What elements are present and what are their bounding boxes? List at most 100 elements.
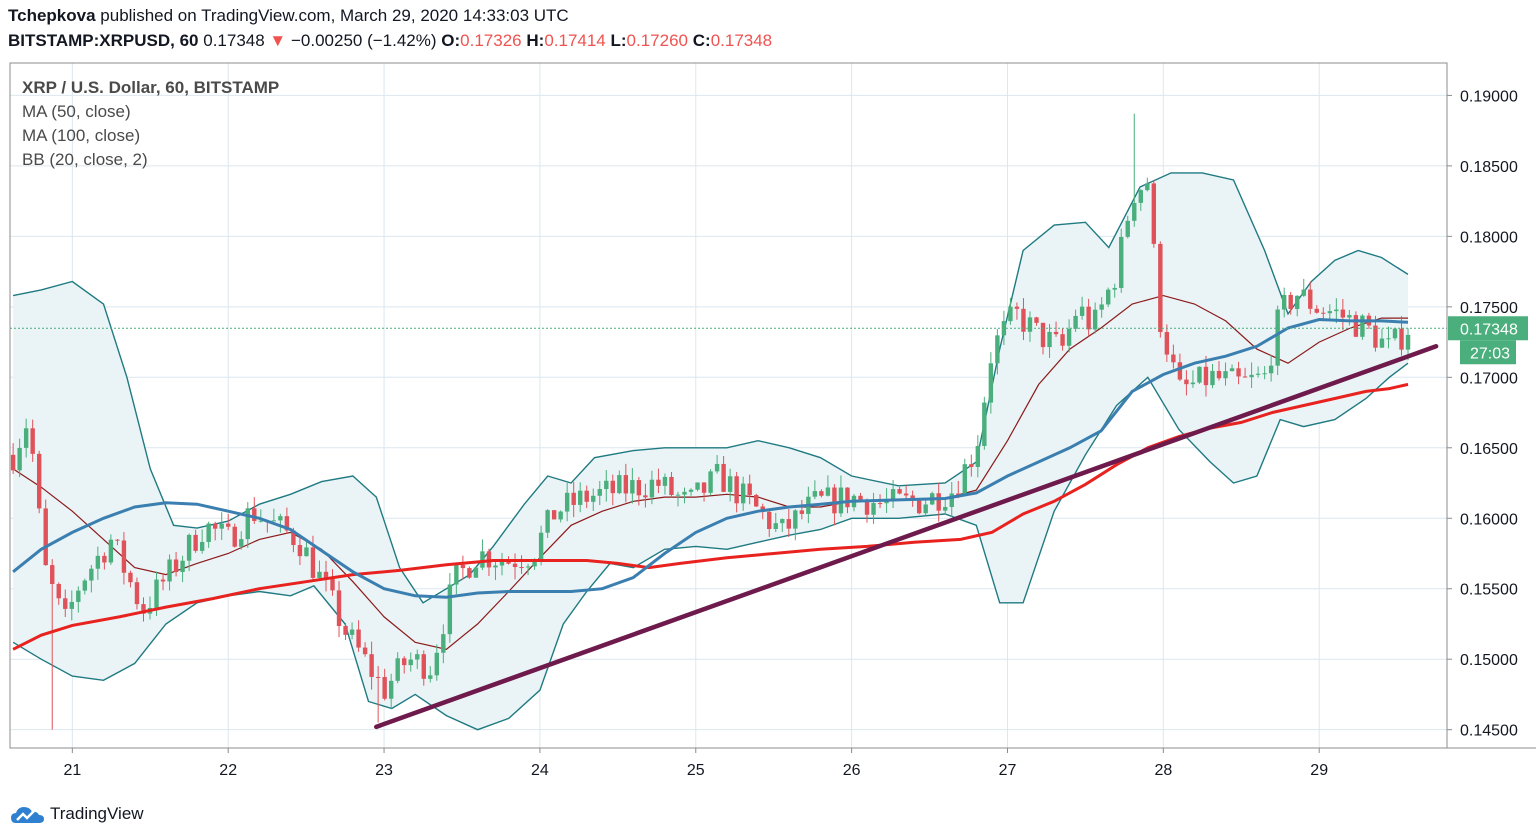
tradingview-logo[interactable]: TradingView bbox=[10, 803, 144, 825]
candle-body bbox=[604, 480, 609, 490]
candle-body bbox=[1288, 294, 1293, 310]
candle-body bbox=[23, 428, 29, 448]
cloud-icon bbox=[11, 807, 44, 823]
candle-body bbox=[76, 590, 81, 602]
countdown-tag-box bbox=[1460, 340, 1516, 365]
brand-name: TradingView bbox=[50, 804, 144, 823]
candle-body bbox=[1112, 287, 1117, 290]
candle-body bbox=[838, 487, 844, 514]
candle-body bbox=[278, 516, 283, 521]
candle-body bbox=[1158, 243, 1163, 333]
candle-body bbox=[564, 492, 570, 512]
candle-body bbox=[17, 447, 22, 471]
candle-body bbox=[1079, 306, 1085, 316]
candle-body bbox=[962, 464, 967, 496]
candle-body bbox=[473, 567, 479, 578]
candle-body bbox=[493, 565, 498, 568]
candle-body bbox=[858, 495, 863, 500]
candle-body bbox=[721, 463, 726, 492]
candle-body bbox=[832, 487, 837, 514]
candle-body bbox=[688, 489, 694, 492]
candle-body bbox=[636, 480, 642, 496]
x-tick-label: 29 bbox=[1310, 762, 1328, 779]
candle-body bbox=[845, 487, 850, 508]
candle-body bbox=[310, 547, 316, 578]
candle-body bbox=[317, 571, 322, 578]
trendline[interactable] bbox=[374, 344, 1439, 730]
candle-body bbox=[460, 564, 466, 569]
candle-body bbox=[754, 494, 759, 507]
time-axis[interactable]: 21 22 23 24 25 26 27 28 29 bbox=[63, 748, 1328, 779]
candle-body bbox=[291, 530, 296, 546]
legend-ma100[interactable]: MA (100, close) bbox=[22, 126, 141, 145]
low-label: L: bbox=[610, 31, 627, 50]
candle-body bbox=[1008, 306, 1013, 322]
candle-body bbox=[388, 680, 394, 699]
candle-body bbox=[1105, 289, 1111, 305]
candle-body bbox=[799, 510, 805, 514]
candle-body bbox=[695, 482, 700, 490]
candle-body bbox=[1353, 315, 1359, 337]
candle-body bbox=[1295, 295, 1300, 310]
ma-100-line bbox=[12, 382, 1409, 651]
candle-body bbox=[1145, 183, 1150, 191]
candle-body bbox=[1021, 308, 1026, 332]
legend-bb[interactable]: BB (20, close, 2) bbox=[22, 150, 148, 169]
candle-body bbox=[428, 675, 433, 679]
candle-body bbox=[630, 480, 635, 494]
candle-body bbox=[499, 561, 505, 566]
candle-body bbox=[871, 503, 876, 515]
candle-body bbox=[1334, 309, 1339, 312]
bollinger-lower-line bbox=[12, 362, 1409, 731]
last-price-tag: 0.17348 27:03 bbox=[1448, 316, 1528, 365]
candle-body bbox=[1164, 332, 1170, 355]
price-axis[interactable]: 0.19000 0.18500 0.18000 0.17500 0.17000 0.165… bbox=[1447, 88, 1518, 740]
candle-body bbox=[1210, 370, 1215, 386]
candle-body bbox=[597, 489, 602, 496]
chart-legend: XRP / U.S. Dollar, 60, BITSTAMP MA (50, … bbox=[22, 76, 279, 172]
candle-body bbox=[1242, 376, 1248, 378]
candle-body bbox=[30, 428, 35, 454]
candle-body bbox=[69, 601, 74, 609]
price-change: −0.00250 (−1.42%) bbox=[290, 31, 437, 50]
last-price-tag-box bbox=[1448, 316, 1528, 341]
candle-body bbox=[714, 463, 720, 472]
candle-body bbox=[245, 508, 250, 540]
candle-body bbox=[551, 510, 557, 520]
legend-ma50[interactable]: MA (50, close) bbox=[22, 102, 131, 121]
y-tick-label: 0.18000 bbox=[1460, 229, 1518, 246]
candle-body bbox=[617, 475, 622, 494]
candle-body bbox=[1275, 309, 1280, 366]
candle-body bbox=[643, 495, 648, 498]
x-tick-label: 23 bbox=[375, 762, 393, 779]
bollinger-middle-line bbox=[12, 294, 1408, 650]
candle-body bbox=[134, 582, 140, 605]
candle-body bbox=[532, 559, 537, 567]
candle-body bbox=[128, 572, 133, 583]
candle-body bbox=[56, 583, 61, 599]
candle-body bbox=[1399, 328, 1404, 350]
symbol-name: BITSTAMP:XRPUSD, 60 bbox=[8, 31, 199, 50]
legend-title[interactable]: XRP / U.S. Dollar, 60, BITSTAMP bbox=[22, 78, 280, 97]
candle-body bbox=[610, 480, 616, 494]
candle-body bbox=[1386, 338, 1391, 340]
candle-body bbox=[982, 402, 987, 446]
x-tick-label: 28 bbox=[1154, 762, 1172, 779]
candle-body bbox=[975, 445, 981, 467]
author-name[interactable]: Tchepkova bbox=[8, 6, 96, 25]
candle-body bbox=[1151, 183, 1157, 244]
candle-body bbox=[545, 510, 550, 533]
publish-info: Tchepkova published on TradingView.com, … bbox=[8, 6, 569, 26]
candle-body bbox=[82, 580, 88, 591]
candle-body bbox=[43, 508, 48, 566]
candle-body bbox=[923, 504, 928, 514]
candle-body bbox=[1308, 289, 1313, 309]
candle-body bbox=[193, 534, 198, 551]
candle-body bbox=[186, 534, 192, 561]
candle-body bbox=[708, 471, 713, 493]
candle-body bbox=[1027, 317, 1033, 332]
candle-body bbox=[662, 476, 668, 486]
candle-body bbox=[1203, 366, 1209, 386]
candle-body bbox=[740, 483, 746, 504]
